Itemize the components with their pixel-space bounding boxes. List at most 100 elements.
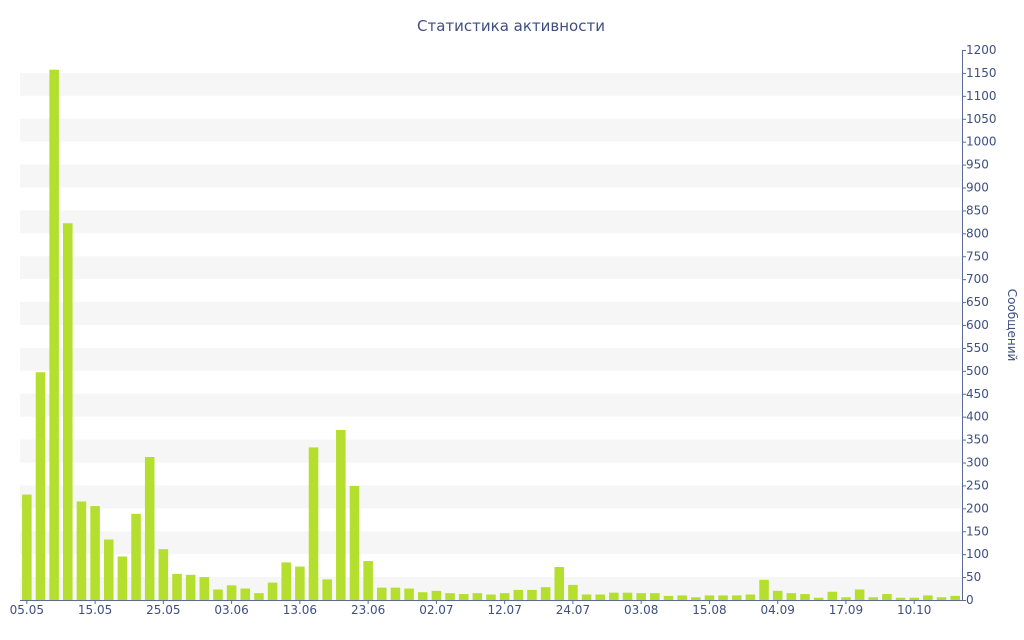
bar bbox=[213, 589, 223, 600]
bar bbox=[513, 589, 524, 600]
y-tick-label: 850 bbox=[966, 203, 989, 217]
y-tick-label: 0 bbox=[966, 593, 974, 607]
bar bbox=[117, 556, 128, 600]
grid-band bbox=[20, 210, 962, 234]
bar bbox=[691, 597, 701, 600]
y-tick-label: 1000 bbox=[966, 135, 997, 149]
x-tick-label: 15.08 bbox=[692, 603, 726, 617]
y-tick-label: 1150 bbox=[966, 66, 997, 80]
bar bbox=[390, 587, 401, 601]
x-tick-label: 12.07 bbox=[487, 603, 521, 617]
bar bbox=[868, 597, 879, 600]
y-tick-label: 250 bbox=[966, 478, 989, 492]
x-tick-label: 15.05 bbox=[78, 603, 112, 617]
bar bbox=[800, 594, 810, 600]
bar bbox=[281, 562, 291, 600]
bar bbox=[103, 539, 114, 600]
bar bbox=[431, 590, 442, 600]
grid-bands bbox=[20, 72, 962, 600]
x-tick-label: 05.05 bbox=[10, 603, 44, 617]
y-tick-label: 50 bbox=[966, 570, 981, 584]
bar bbox=[226, 585, 237, 600]
y-axis-label: Сообщений bbox=[1005, 289, 1019, 362]
bar bbox=[295, 566, 305, 600]
y-tick-label: 900 bbox=[966, 181, 989, 195]
x-tick-label: 03.06 bbox=[214, 603, 248, 617]
bar bbox=[458, 594, 469, 600]
bar bbox=[336, 429, 346, 600]
y-tick-label: 600 bbox=[966, 318, 989, 332]
bar bbox=[363, 561, 373, 600]
bar bbox=[308, 447, 319, 601]
bar bbox=[131, 513, 141, 600]
bars-group bbox=[22, 69, 960, 601]
bar bbox=[199, 577, 210, 600]
y-tick-label: 700 bbox=[966, 272, 989, 286]
grid-band bbox=[20, 302, 962, 325]
bar bbox=[772, 590, 783, 600]
bar bbox=[731, 595, 742, 600]
x-tick-label: 02.07 bbox=[419, 603, 453, 617]
bar bbox=[540, 587, 551, 600]
bar bbox=[486, 594, 496, 600]
bar bbox=[936, 597, 947, 600]
bar bbox=[49, 69, 59, 600]
y-tick-label: 500 bbox=[966, 364, 989, 378]
x-tick-label: 10.10 bbox=[897, 603, 931, 617]
grid-band bbox=[20, 347, 962, 371]
x-tick-label: 13.06 bbox=[283, 603, 317, 617]
bar bbox=[499, 593, 510, 601]
x-tick-label: 03.08 bbox=[624, 603, 658, 617]
y-tick-label: 200 bbox=[966, 501, 989, 515]
y-tick-label: 950 bbox=[966, 158, 989, 172]
y-tick-label: 1200 bbox=[966, 43, 997, 57]
y-axis-ticks: 0 50 100 150 200 250 300 350 400 450 500 550 600 650 7… bbox=[962, 43, 997, 607]
bar bbox=[472, 593, 483, 601]
y-tick-label: 100 bbox=[966, 547, 989, 561]
bar bbox=[240, 588, 251, 600]
bar bbox=[704, 595, 715, 600]
bar bbox=[895, 597, 906, 600]
bar bbox=[527, 589, 537, 600]
bar bbox=[404, 588, 414, 600]
bar bbox=[35, 372, 46, 600]
bar bbox=[22, 494, 32, 600]
y-tick-label: 800 bbox=[966, 226, 989, 240]
y-tick-label: 300 bbox=[966, 456, 989, 470]
bar bbox=[254, 593, 264, 601]
bar bbox=[267, 582, 278, 600]
y-tick-label: 750 bbox=[966, 249, 989, 263]
x-tick-label: 23.06 bbox=[351, 603, 385, 617]
bar bbox=[445, 593, 455, 601]
y-tick-label: 350 bbox=[966, 433, 989, 447]
y-tick-label: 400 bbox=[966, 410, 989, 424]
grid-band bbox=[20, 256, 962, 280]
grid-band bbox=[20, 439, 962, 463]
bar bbox=[854, 589, 865, 600]
bar bbox=[158, 549, 169, 601]
bar bbox=[76, 501, 87, 600]
grid-band bbox=[20, 485, 962, 509]
bar bbox=[595, 594, 605, 600]
x-axis-ticks: 05.05 15.05 25.05 03.06 13.06 23.06 02.07 12.07… bbox=[10, 600, 931, 617]
bar bbox=[636, 593, 646, 601]
grid-band bbox=[20, 72, 962, 96]
grid-band bbox=[20, 118, 962, 142]
bar bbox=[172, 573, 182, 601]
y-tick-label: 150 bbox=[966, 524, 989, 538]
bar bbox=[349, 485, 360, 601]
y-tick-label: 550 bbox=[966, 341, 989, 355]
bar bbox=[650, 593, 660, 601]
bar bbox=[554, 567, 565, 600]
x-tick-label: 24.07 bbox=[556, 603, 590, 617]
chart-title: Статистика активности bbox=[417, 17, 605, 35]
bar bbox=[322, 579, 332, 601]
bar bbox=[950, 595, 960, 601]
grid-band bbox=[20, 164, 962, 188]
bar bbox=[63, 223, 73, 600]
bar bbox=[609, 592, 619, 600]
bar bbox=[568, 584, 578, 601]
bar bbox=[377, 587, 387, 601]
bar bbox=[923, 595, 933, 600]
